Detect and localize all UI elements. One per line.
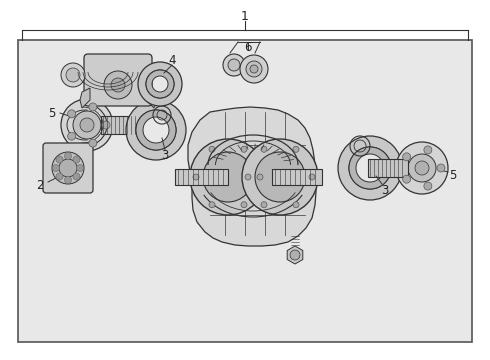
Text: 4: 4 bbox=[168, 54, 176, 67]
Circle shape bbox=[89, 139, 97, 147]
Circle shape bbox=[73, 156, 80, 163]
Wedge shape bbox=[349, 147, 391, 189]
Bar bbox=[272, 169, 322, 185]
Circle shape bbox=[293, 146, 299, 152]
Circle shape bbox=[80, 118, 94, 132]
Circle shape bbox=[68, 110, 75, 118]
Circle shape bbox=[257, 174, 263, 180]
Circle shape bbox=[241, 202, 247, 208]
Circle shape bbox=[415, 161, 429, 175]
Circle shape bbox=[190, 139, 266, 215]
Circle shape bbox=[261, 202, 267, 208]
Circle shape bbox=[228, 59, 240, 71]
Circle shape bbox=[73, 111, 101, 139]
Circle shape bbox=[240, 55, 268, 83]
Circle shape bbox=[59, 159, 77, 177]
Text: 3: 3 bbox=[161, 149, 169, 162]
Circle shape bbox=[424, 146, 432, 154]
Circle shape bbox=[290, 250, 300, 260]
Circle shape bbox=[241, 146, 247, 152]
Circle shape bbox=[424, 182, 432, 190]
Circle shape bbox=[102, 121, 110, 129]
Circle shape bbox=[104, 71, 132, 99]
Circle shape bbox=[193, 174, 199, 180]
Circle shape bbox=[76, 165, 83, 171]
Circle shape bbox=[52, 165, 59, 171]
Circle shape bbox=[309, 174, 315, 180]
Circle shape bbox=[56, 173, 63, 180]
Circle shape bbox=[89, 103, 97, 111]
Circle shape bbox=[68, 132, 75, 140]
Wedge shape bbox=[136, 110, 176, 150]
Wedge shape bbox=[126, 100, 186, 160]
Circle shape bbox=[437, 164, 445, 172]
Bar bbox=[101, 116, 141, 134]
FancyBboxPatch shape bbox=[84, 54, 152, 106]
Circle shape bbox=[396, 142, 448, 194]
Polygon shape bbox=[188, 107, 316, 246]
Circle shape bbox=[73, 173, 80, 180]
Circle shape bbox=[403, 175, 411, 183]
Text: 6: 6 bbox=[244, 41, 252, 54]
Circle shape bbox=[52, 152, 84, 184]
Circle shape bbox=[65, 153, 72, 159]
Text: 5: 5 bbox=[49, 107, 56, 120]
Wedge shape bbox=[338, 136, 402, 200]
Circle shape bbox=[61, 99, 113, 151]
Circle shape bbox=[111, 78, 125, 92]
Bar bbox=[175, 169, 228, 185]
Circle shape bbox=[209, 146, 215, 152]
Text: 3: 3 bbox=[381, 184, 389, 197]
Circle shape bbox=[403, 153, 411, 161]
Circle shape bbox=[209, 202, 215, 208]
Circle shape bbox=[56, 156, 63, 163]
Polygon shape bbox=[146, 88, 156, 108]
Circle shape bbox=[245, 174, 251, 180]
Circle shape bbox=[223, 54, 245, 76]
Circle shape bbox=[250, 65, 258, 73]
FancyBboxPatch shape bbox=[43, 143, 93, 193]
Circle shape bbox=[293, 202, 299, 208]
Circle shape bbox=[66, 68, 80, 82]
Circle shape bbox=[242, 139, 318, 215]
Circle shape bbox=[246, 61, 262, 77]
Text: 1: 1 bbox=[241, 9, 249, 23]
Bar bbox=[18, 40, 472, 342]
Polygon shape bbox=[287, 246, 303, 264]
Circle shape bbox=[203, 152, 253, 202]
Text: 5: 5 bbox=[449, 168, 457, 181]
Polygon shape bbox=[80, 88, 90, 108]
Wedge shape bbox=[146, 70, 174, 98]
Text: 2: 2 bbox=[36, 179, 44, 192]
Circle shape bbox=[261, 146, 267, 152]
Circle shape bbox=[61, 63, 85, 87]
Circle shape bbox=[408, 154, 436, 182]
Circle shape bbox=[255, 152, 305, 202]
Wedge shape bbox=[138, 62, 182, 106]
Circle shape bbox=[65, 176, 72, 184]
Bar bbox=[368, 159, 408, 177]
